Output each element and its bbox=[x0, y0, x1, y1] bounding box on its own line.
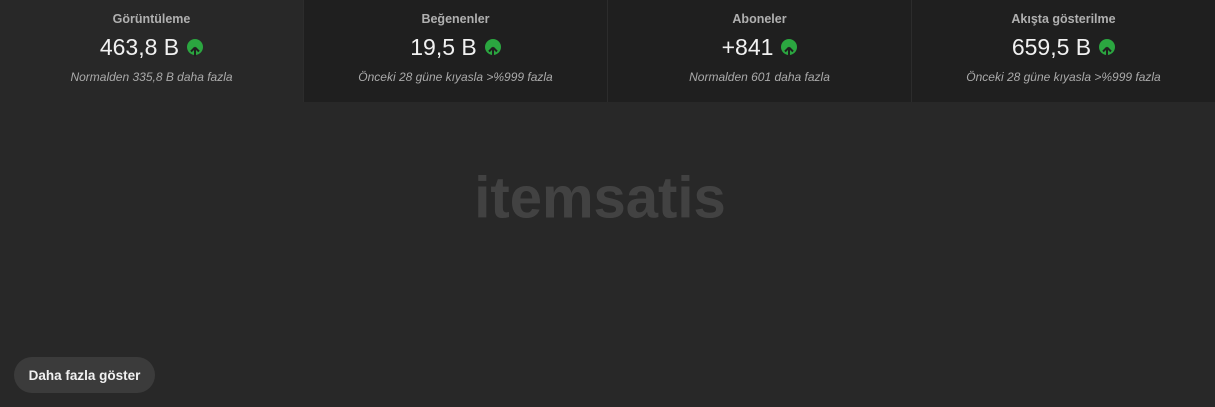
show-more-button[interactable]: Daha fazla göster bbox=[14, 357, 155, 393]
metric-card[interactable]: Akışta gösterilme 659,5 B Önceki 28 güne k… bbox=[911, 0, 1215, 102]
metric-title: Akışta gösterilme bbox=[1011, 12, 1116, 26]
metric-note: Normalden 601 daha fazla bbox=[689, 70, 830, 84]
metric-title: Görüntüleme bbox=[112, 12, 191, 26]
metric-value: 19,5 B bbox=[410, 33, 477, 60]
metric-value-row: 19,5 B bbox=[304, 33, 607, 61]
up-icon: 020,0 B40,0 B60,0 B2 Mar 20257 Mar 20251… bbox=[187, 39, 1215, 366]
metric-title: Aboneler bbox=[732, 12, 787, 26]
metric-value-row: +841 bbox=[608, 33, 911, 61]
metric-note: Önceki 28 güne kıyasla >%999 fazla bbox=[358, 70, 553, 84]
metric-value: 659,5 B bbox=[1011, 33, 1092, 60]
metric-cards: Görüntüleme 463,8 B 020,0 B40,0 B60,0 B2 M… bbox=[0, 0, 1215, 366]
metric-title: Beğenenler bbox=[421, 12, 490, 26]
up-icon bbox=[1099, 39, 1116, 57]
metric-value: +841 bbox=[721, 33, 774, 60]
metric-card[interactable]: Görüntüleme 463,8 B 020,0 B40,0 B60,0 B2 M… bbox=[0, 0, 1215, 366]
metric-note: Normalden 335,8 B daha fazla bbox=[70, 70, 233, 84]
up-icon bbox=[781, 39, 798, 57]
metric-card[interactable]: Beğenenler 19,5 B Önceki 28 güne kıyasla >… bbox=[303, 0, 607, 102]
metric-card[interactable]: Aboneler +841 Normalden 601 daha fazla bbox=[607, 0, 911, 102]
watermark: itemsatis bbox=[474, 165, 725, 230]
metric-note: Önceki 28 güne kıyasla >%999 fazla bbox=[966, 70, 1161, 84]
metric-value-row: 463,8 B 020,0 B40,0 B60,0 B2 Mar 20257 Ma… bbox=[0, 33, 1215, 366]
metric-value-row: 659,5 B bbox=[912, 33, 1215, 61]
up-icon bbox=[484, 39, 501, 57]
metric-value: 463,8 B bbox=[99, 33, 180, 60]
